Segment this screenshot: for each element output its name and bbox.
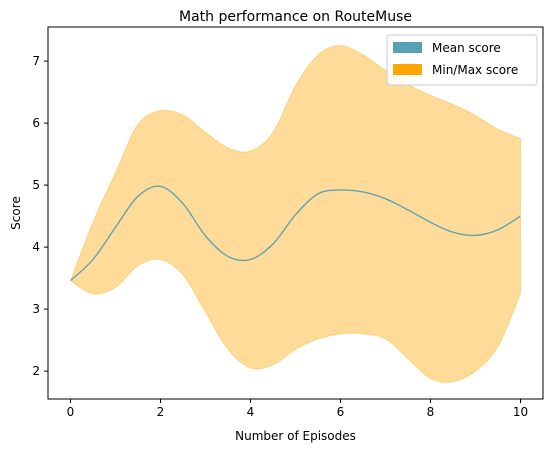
x-axis: 0 2 4 6 8 10 [67,399,528,419]
y-tick-label: 7 [32,54,40,68]
legend: Mean score Min/Max score [386,34,538,86]
x-tick-label: 10 [513,405,528,419]
mean-score-line [70,185,521,282]
legend-frame [386,34,538,86]
y-tick-label: 4 [32,240,40,254]
y-tick-label: 6 [32,116,40,130]
legend-swatch-min-max-score [393,64,422,75]
chart-title: Math performance on RouteMuse [179,9,412,25]
x-tick-label: 0 [67,405,75,419]
x-tick-label: 6 [337,405,345,419]
x-tick-label: 8 [427,405,435,419]
legend-swatch-mean-score [393,42,422,53]
x-axis-label: Number of Episodes [235,429,356,443]
plot-frame [47,26,544,400]
y-tick-label: 5 [32,178,40,192]
y-axis: 2 3 4 5 6 7 [32,54,48,378]
legend-label-min-max-score: Min/Max score [432,63,518,77]
y-axis-label: Score [9,196,23,230]
x-tick-label: 4 [247,405,255,419]
line-layer [70,185,521,282]
x-tick-label: 2 [157,405,165,419]
y-tick-label: 3 [32,302,40,316]
legend-label-mean-score: Mean score [432,41,501,55]
y-tick-label: 2 [32,364,40,378]
